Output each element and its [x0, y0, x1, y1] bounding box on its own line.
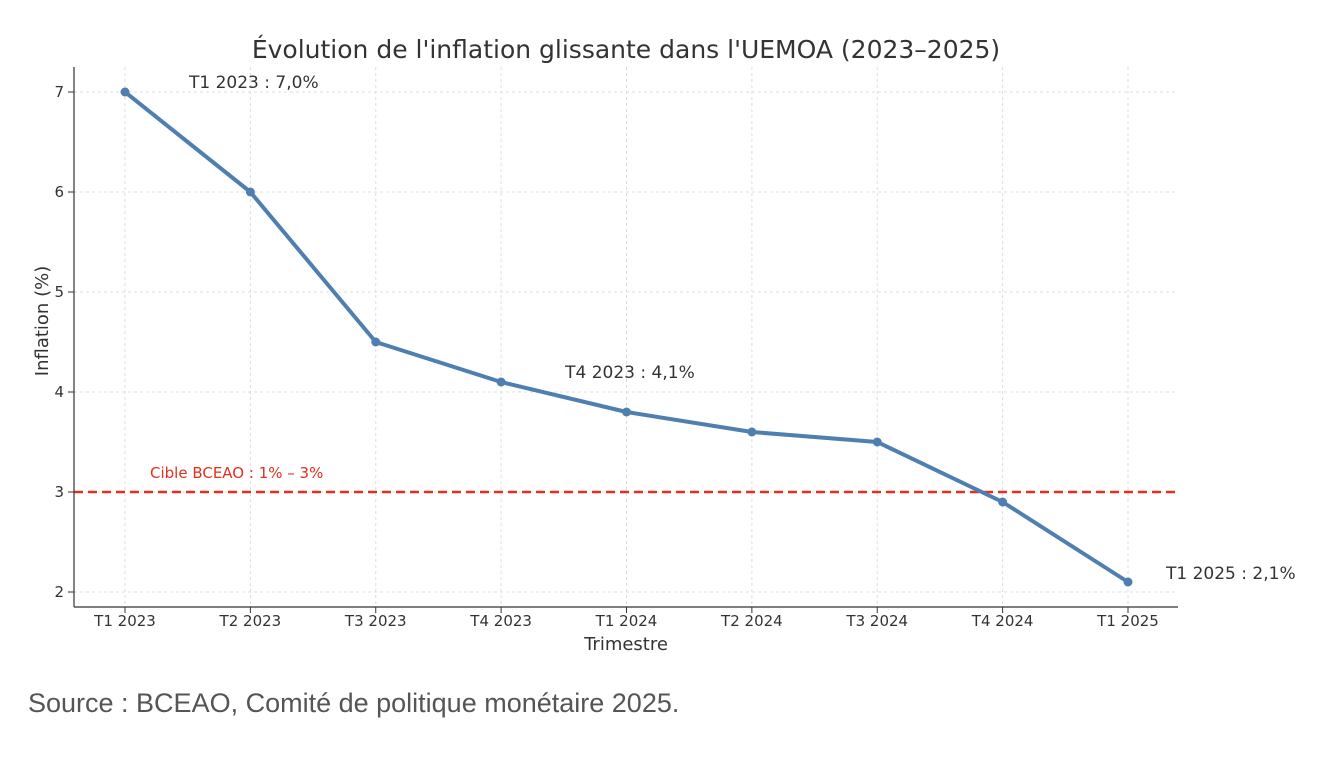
target-reference-line: Cible BCEAO : 1% – 3% [74, 464, 1178, 494]
data-annotation: T1 2025 : 2,1% [1165, 564, 1296, 584]
x-tick-label: T4 2023 [469, 612, 532, 630]
x-tick-label: T2 2023 [219, 612, 282, 630]
x-tick-label: T1 2025 [1096, 612, 1159, 630]
y-tick-label: 7 [54, 83, 64, 101]
x-tick-label: T1 2023 [93, 612, 156, 630]
x-tick-label: T3 2024 [845, 612, 908, 630]
x-tick-label: T1 2024 [595, 612, 658, 630]
y-axis-title: Inflation (%) [32, 266, 53, 376]
chart-title: Évolution de l'inflation glissante dans … [252, 35, 1000, 64]
data-point [872, 437, 882, 447]
y-tick-label: 5 [54, 283, 64, 301]
x-tick-label: T4 2024 [971, 612, 1034, 630]
data-point [1123, 577, 1133, 587]
data-point [496, 377, 506, 387]
data-point [120, 87, 130, 97]
annotations: T1 2023 : 7,0% T4 2023 : 4,1% T1 2025 : 2,… [188, 73, 1296, 584]
y-tick-label: 4 [54, 383, 64, 401]
source-note: Source : BCEAO, Comité de politique moné… [28, 688, 680, 718]
inflation-line-chart: Évolution de l'inflation glissante dans … [32, 35, 1296, 655]
grid-lines [74, 67, 1178, 607]
x-axis-title: Trimestre [583, 634, 668, 655]
data-annotation: T4 2023 : 4,1% [564, 363, 695, 383]
y-tick-label: 2 [54, 583, 64, 601]
data-point [371, 337, 381, 347]
axes: 2 3 4 5 6 7 T1 2023 T2 2023 T3 2023 T4 2023 T1 202… [54, 67, 1178, 630]
y-tick-label: 3 [54, 483, 64, 501]
x-tick-label: T2 2024 [720, 612, 783, 630]
x-tick-label: T3 2023 [344, 612, 407, 630]
data-point [747, 427, 757, 437]
data-point [998, 497, 1008, 507]
reference-line-label: Cible BCEAO : 1% – 3% [150, 464, 323, 482]
y-tick-label: 6 [54, 183, 64, 201]
data-annotation: T1 2023 : 7,0% [188, 73, 319, 93]
series-line [120, 87, 1133, 587]
data-point [622, 407, 631, 417]
data-point [245, 187, 255, 197]
